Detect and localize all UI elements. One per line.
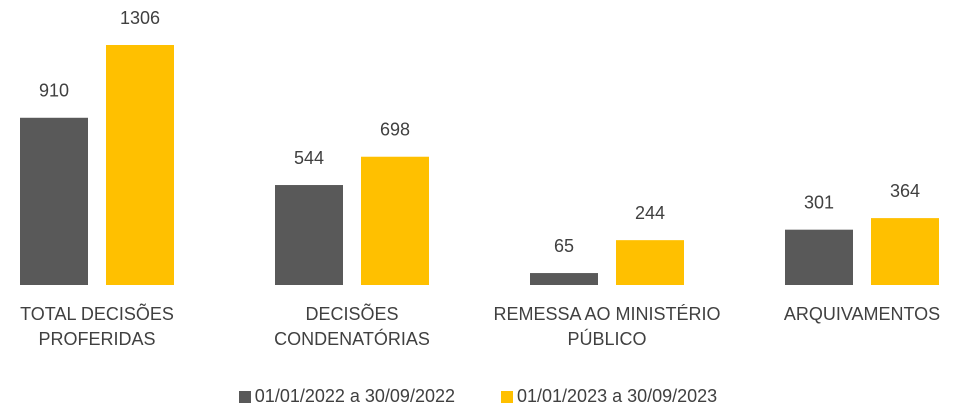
- plot: 910 1306 544 698 65 244 301 364: [20, 8, 939, 285]
- value-label: 544: [294, 148, 324, 168]
- bar: [20, 117, 88, 285]
- bar: [530, 273, 598, 285]
- value-label: 65: [554, 236, 574, 256]
- bar: [616, 240, 684, 285]
- bar: [106, 45, 174, 285]
- legend-item: 01/01/2023 a 30/09/2023: [501, 386, 717, 407]
- x-tick-label: ARQUIVAMENTOS: [783, 304, 941, 324]
- x-tick-label: TOTAL DECISÕES PROFERIDAS: [20, 304, 174, 349]
- bar: [785, 229, 853, 285]
- bar: [275, 185, 343, 285]
- legend-label: 01/01/2022 a 30/09/2022: [254, 386, 455, 406]
- value-label: 301: [804, 192, 834, 212]
- legend-swatch: [501, 390, 513, 403]
- value-label: 244: [635, 203, 665, 223]
- value-label: 1306: [120, 8, 160, 28]
- legend-swatch: [238, 390, 251, 403]
- legend-item: 01/01/2022 a 30/09/2022: [238, 386, 455, 407]
- legend: 01/01/2022 a 30/09/2022 01/01/2023 a 30/0…: [0, 386, 956, 407]
- x-tick-label: DECISÕES CONDENATÓRIAS: [274, 304, 430, 349]
- value-label: 910: [39, 81, 69, 101]
- value-label: 364: [890, 181, 920, 201]
- bar: [871, 218, 939, 285]
- value-label: 698: [380, 119, 410, 139]
- x-tick-label: REMESSA AO MINISTÉRIO PÚBLICO: [493, 304, 721, 349]
- legend-label: 01/01/2023 a 30/09/2023: [517, 386, 718, 406]
- bar: [361, 156, 429, 285]
